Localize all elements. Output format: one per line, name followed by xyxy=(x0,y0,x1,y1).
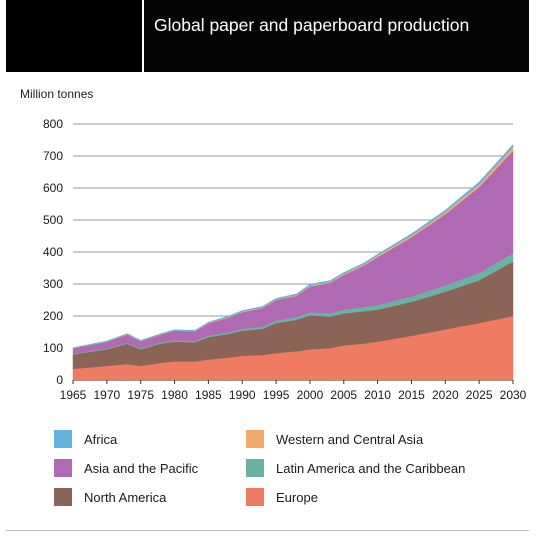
area-africa xyxy=(72,143,514,349)
axes: 0 100 200 300 400 500 600 700 800 1965 1970 1975 198… xyxy=(43,117,527,402)
legend-label: Asia and the Pacific xyxy=(84,460,199,476)
legend-swatch xyxy=(246,430,264,448)
legend-label: Africa xyxy=(84,431,118,447)
legend-label: Latin America and the Caribbean xyxy=(276,460,466,476)
legend-item-north-america: North America xyxy=(54,488,166,506)
y-tick-label: 300 xyxy=(43,277,63,291)
x-tick-label: 2025 xyxy=(466,388,493,402)
x-tick-label: 1965 xyxy=(60,388,87,402)
area-series xyxy=(72,143,514,381)
y-tick-label: 800 xyxy=(43,117,63,131)
y-tick-label: 500 xyxy=(43,213,63,227)
y-tick-label: 700 xyxy=(43,149,63,163)
y-axis-label: Million tonnes xyxy=(20,87,94,101)
x-tick-label: 1995 xyxy=(263,388,290,402)
legend-item-latin-america-and-the-caribbean: Latin America and the Caribbean xyxy=(246,459,465,477)
legend-swatch xyxy=(54,488,72,506)
x-tick-label: 1980 xyxy=(161,388,188,402)
x-tick-label: 1970 xyxy=(93,388,120,402)
y-tick-label: 600 xyxy=(43,181,63,195)
legend-item-western-and-central-asia: Western and Central Asia xyxy=(246,430,423,448)
legend-label: Europe xyxy=(276,489,318,505)
chart-header: Global paper and paperboard production xyxy=(6,0,529,72)
chart-title: Global paper and paperboard production xyxy=(154,15,470,35)
legend-item-asia-and-the-pacific: Asia and the Pacific xyxy=(54,459,198,477)
legend-swatch xyxy=(246,488,264,506)
legend-item-europe: Europe xyxy=(246,488,318,506)
x-tick-label: 2030 xyxy=(500,388,527,402)
x-tick-label: 2005 xyxy=(330,388,357,402)
x-tick-label: 1990 xyxy=(229,388,256,402)
y-tick-label: 0 xyxy=(56,373,63,387)
x-tick-label: 2020 xyxy=(432,388,459,402)
x-tick-label: 2015 xyxy=(398,388,425,402)
y-tick-label: 100 xyxy=(43,341,63,355)
x-tick-label: 2000 xyxy=(297,388,324,402)
header-block xyxy=(6,0,142,72)
legend-swatch xyxy=(54,459,72,477)
bottom-rule xyxy=(6,530,529,531)
legend-item-africa: Africa xyxy=(54,430,117,448)
legend-swatch xyxy=(54,430,72,448)
legend-label: Western and Central Asia xyxy=(276,431,424,447)
y-tick-label: 400 xyxy=(43,245,63,259)
legend: Africa Western and Central Asia Asia and t… xyxy=(54,430,514,520)
legend-label: North America xyxy=(84,489,167,505)
x-tick-label: 2010 xyxy=(364,388,391,402)
x-tick-label: 1985 xyxy=(195,388,222,402)
x-tick-label: 1975 xyxy=(127,388,154,402)
header-divider xyxy=(142,0,144,72)
y-tick-label: 200 xyxy=(43,309,63,323)
legend-swatch xyxy=(246,459,264,477)
